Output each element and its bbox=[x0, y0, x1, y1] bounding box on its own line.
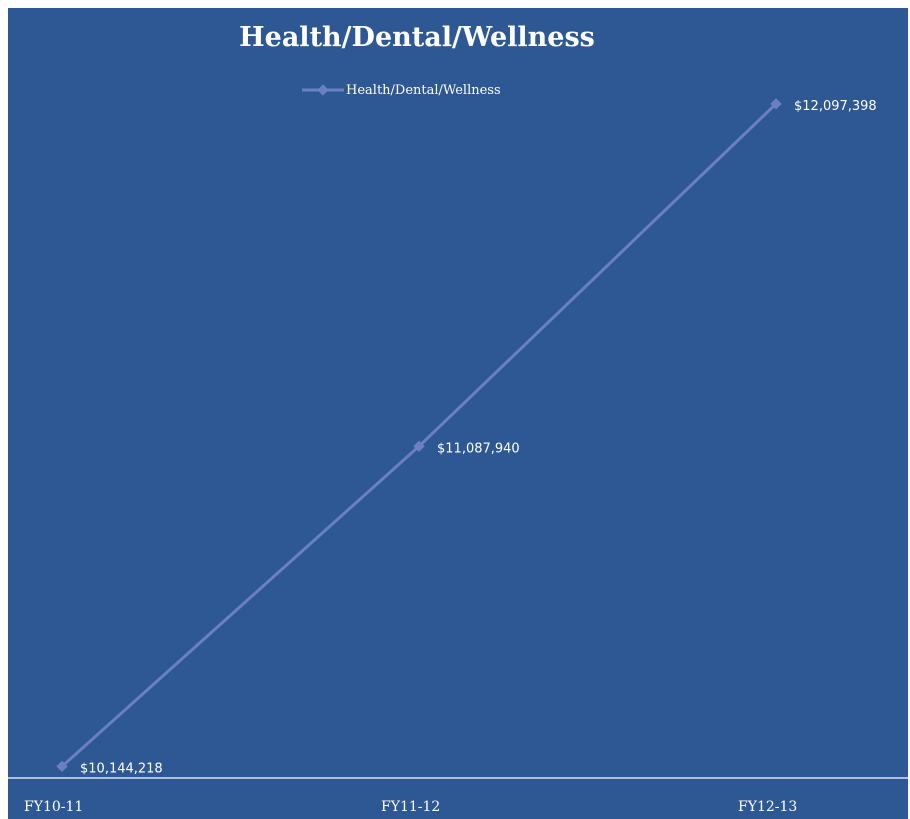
x-tick-label: FY12-13 bbox=[738, 799, 797, 815]
x-tick-label: FY11-12 bbox=[381, 799, 440, 815]
data-label: $10,144,218 bbox=[80, 761, 163, 776]
legend-swatch-icon bbox=[302, 84, 344, 96]
series-line bbox=[60, 102, 778, 768]
x-tick-labels: FY10-11 FY11-12 FY12-13 bbox=[24, 799, 797, 815]
legend-label: Health/Dental/Wellness bbox=[346, 82, 501, 98]
data-label: $11,087,940 bbox=[437, 441, 520, 456]
chart-title: Health/Dental/Wellness bbox=[239, 22, 595, 53]
legend: Health/Dental/Wellness bbox=[302, 80, 501, 100]
line-plot: $10,144,218 $11,087,940 $12,097,398 FY10-1… bbox=[8, 98, 908, 815]
series-layer: $10,144,218 $11,087,940 $12,097,398 bbox=[56, 98, 877, 776]
data-label: $12,097,398 bbox=[794, 99, 877, 114]
chart-area: Health/Dental/Wellness Health/Dental/Wel… bbox=[8, 8, 908, 819]
x-tick-label: FY10-11 bbox=[24, 799, 83, 815]
data-point-marker bbox=[413, 440, 425, 452]
